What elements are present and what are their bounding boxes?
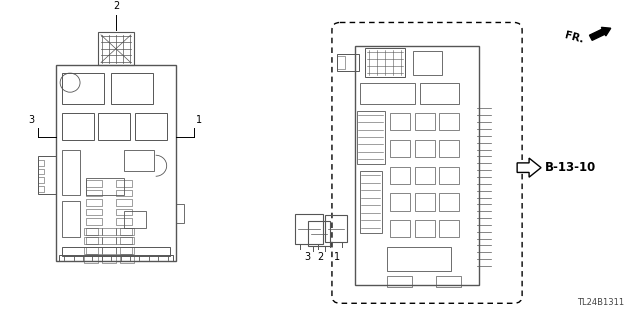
Bar [120,256,134,263]
Bar [295,213,323,244]
Bar [415,140,435,157]
Text: 1: 1 [196,115,202,125]
Bar [111,73,153,104]
Bar [360,171,381,233]
Bar [440,220,460,237]
Bar [59,255,173,261]
Bar [86,178,124,195]
Bar [62,201,80,237]
Bar [86,237,102,244]
Bar [38,156,56,194]
Bar [116,237,132,244]
Bar [440,113,460,130]
Bar [86,228,102,234]
Bar [120,247,134,254]
Bar [84,247,98,254]
Bar [86,199,102,206]
Bar [120,237,134,244]
Bar [86,218,102,225]
Bar [390,193,410,211]
Bar [440,167,460,184]
Text: TL24B1311: TL24B1311 [577,298,623,307]
Bar [62,247,170,256]
Bar [86,247,102,254]
Bar [86,189,102,196]
Bar [38,160,44,166]
Bar [415,113,435,130]
Bar [436,276,461,287]
Bar [387,276,412,287]
Bar [365,48,404,77]
Bar [116,247,132,254]
Bar [62,113,94,140]
Text: B-13-10: B-13-10 [545,161,596,174]
Bar [116,189,132,196]
Bar [337,56,345,69]
Bar [38,169,44,174]
Bar [56,65,175,261]
Bar [116,199,132,206]
Bar [102,237,116,244]
Bar [135,113,166,140]
Bar [102,247,116,254]
Bar [116,180,132,187]
Bar [124,150,154,171]
Text: 3: 3 [28,115,35,125]
Bar [84,237,98,244]
Text: 1: 1 [334,252,340,262]
Bar [86,209,102,215]
Bar [390,113,410,130]
Bar [62,73,104,104]
Bar [102,228,116,234]
Bar [38,186,44,191]
Bar [325,215,347,242]
Bar [86,180,102,187]
Bar [413,51,442,75]
Text: 2: 2 [113,1,119,11]
Bar [355,46,479,285]
Bar [102,256,116,263]
Bar [415,167,435,184]
Bar [120,228,134,234]
Bar [84,228,98,234]
Bar [357,111,385,164]
Bar [360,83,415,104]
Text: 3: 3 [304,252,310,262]
Bar [116,228,132,234]
Bar [415,193,435,211]
Bar [440,140,460,157]
Bar [440,193,460,211]
Text: 2: 2 [317,252,323,262]
Bar [38,177,44,183]
Bar [62,150,80,195]
FancyArrow shape [589,27,611,40]
Bar [337,54,359,71]
Text: FR.: FR. [564,30,585,45]
Bar [308,221,330,246]
Bar [390,167,410,184]
Bar [175,204,184,223]
Bar [84,256,98,263]
Bar [116,209,132,215]
Bar [390,220,410,237]
Bar [98,32,134,65]
Polygon shape [517,158,541,177]
Bar [98,113,130,140]
Bar [415,220,435,237]
Bar [124,211,146,228]
Bar [420,83,460,104]
Bar [387,247,451,271]
Bar [390,140,410,157]
Bar [116,218,132,225]
